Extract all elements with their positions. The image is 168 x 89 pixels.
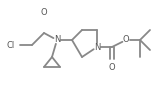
Text: O: O xyxy=(123,36,129,44)
Text: N: N xyxy=(94,43,100,52)
Text: O: O xyxy=(41,8,47,17)
Text: O: O xyxy=(109,63,115,72)
Text: Cl: Cl xyxy=(7,40,15,49)
Text: N: N xyxy=(54,36,60,44)
